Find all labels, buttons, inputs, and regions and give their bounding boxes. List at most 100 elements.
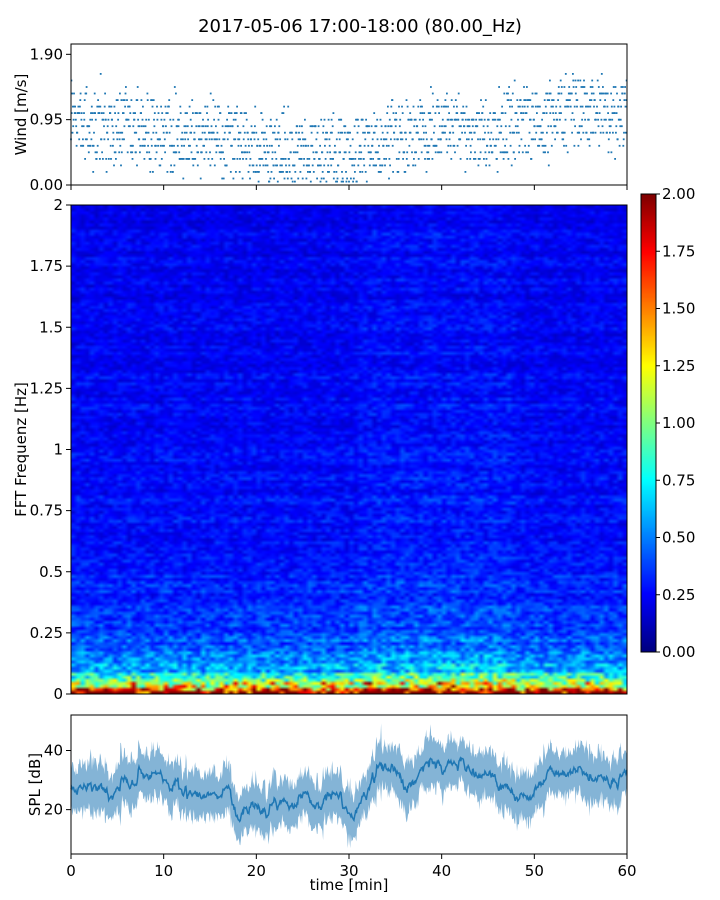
wind-point xyxy=(480,118,483,121)
wind-point xyxy=(380,125,383,128)
wind-point xyxy=(483,158,485,160)
wind-point xyxy=(485,158,488,160)
wind-point xyxy=(357,164,360,167)
wind-point xyxy=(92,171,95,173)
wind-point xyxy=(190,131,192,134)
wind-point xyxy=(163,138,166,141)
wind-point xyxy=(255,164,258,167)
wind-point xyxy=(409,131,412,134)
wind-point xyxy=(448,138,451,141)
wind-point xyxy=(547,164,550,167)
wind-point xyxy=(278,144,280,147)
wind-point xyxy=(336,177,339,180)
wind-point xyxy=(115,125,118,128)
wind-point xyxy=(495,138,498,141)
wind-point xyxy=(88,125,91,128)
wind-point xyxy=(126,118,129,121)
wind-point xyxy=(179,158,181,160)
wind-point xyxy=(147,118,150,121)
wind-point xyxy=(520,112,523,114)
wind-point xyxy=(328,171,330,173)
wind-point xyxy=(384,125,387,128)
wind-point xyxy=(568,86,571,88)
wind-point xyxy=(419,112,422,114)
spectrogram-ytick-label: 0.75 xyxy=(30,502,63,520)
wind-point xyxy=(162,125,165,128)
wind-point xyxy=(457,118,460,121)
wind-point xyxy=(607,112,609,114)
wind-point xyxy=(147,131,150,134)
wind-point xyxy=(364,171,367,173)
wind-point xyxy=(324,138,327,141)
wind-point xyxy=(614,86,617,88)
wind-point xyxy=(559,118,561,121)
wind-point xyxy=(529,99,532,101)
wind-point xyxy=(587,118,590,121)
wind-point xyxy=(114,112,116,114)
wind-point xyxy=(151,99,154,101)
wind-point xyxy=(494,112,496,114)
wind-point xyxy=(168,105,170,108)
wind-point xyxy=(216,105,219,108)
wind-point xyxy=(358,158,360,160)
wind-point xyxy=(127,125,130,128)
wind-point xyxy=(250,138,252,141)
wind-point xyxy=(441,118,444,121)
wind-point xyxy=(312,125,314,128)
wind-point xyxy=(388,118,391,121)
wind-point xyxy=(202,118,204,121)
wind-point xyxy=(363,144,366,147)
wind-point xyxy=(94,118,97,121)
wind-point xyxy=(342,180,344,183)
wind-point xyxy=(406,105,409,108)
wind-point xyxy=(306,164,308,167)
wind-point xyxy=(600,118,603,121)
wind-point xyxy=(423,112,426,114)
wind-point xyxy=(169,171,172,173)
wind-point xyxy=(599,99,602,101)
wind-point xyxy=(256,171,259,173)
wind-point xyxy=(76,131,79,134)
wind-point xyxy=(148,151,151,154)
wind-point xyxy=(384,164,386,167)
wind-point xyxy=(479,151,482,154)
wind-point xyxy=(477,138,479,141)
wind-point xyxy=(221,125,224,128)
wind-point xyxy=(524,99,527,101)
wind-point xyxy=(504,144,506,147)
wind-point xyxy=(585,131,588,134)
wind-point xyxy=(159,144,162,147)
wind-point xyxy=(138,138,141,141)
wind-point xyxy=(570,118,573,121)
wind-point xyxy=(74,112,77,114)
wind-point xyxy=(319,180,322,183)
wind-point xyxy=(259,144,262,147)
wind-point xyxy=(137,118,139,121)
wind-point xyxy=(359,144,362,147)
wind-point xyxy=(521,118,523,121)
wind-point xyxy=(139,151,141,154)
figure-title: 2017-05-06 17:00-18:00 (80.00_Hz) xyxy=(198,16,522,37)
wind-point xyxy=(96,105,99,108)
wind-point xyxy=(414,151,416,154)
wind-point xyxy=(113,105,116,108)
wind-point xyxy=(556,118,559,121)
wind-point xyxy=(584,118,586,121)
wind-point xyxy=(536,125,539,128)
wind-point xyxy=(330,164,333,167)
wind-point xyxy=(491,151,494,154)
wind-point xyxy=(106,125,109,128)
wind-point xyxy=(246,131,249,134)
wind-point xyxy=(479,138,482,141)
wind-point xyxy=(90,138,93,141)
wind-point xyxy=(380,138,383,141)
wind-point xyxy=(151,105,154,108)
wind-point xyxy=(552,99,555,101)
wind-point xyxy=(528,99,530,101)
wind-point xyxy=(499,151,502,154)
wind-point xyxy=(360,151,363,154)
wind-point xyxy=(133,118,136,121)
wind-point xyxy=(385,138,388,141)
wind-point xyxy=(269,177,272,180)
wind-point xyxy=(376,118,379,121)
